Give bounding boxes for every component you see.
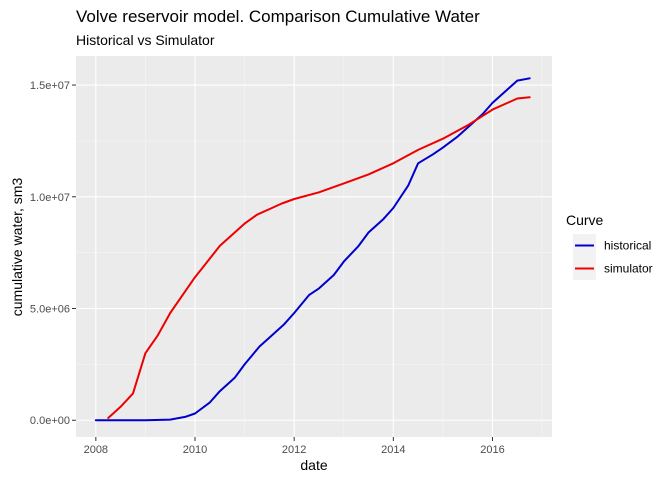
chart-subtitle: Historical vs Simulator: [76, 32, 215, 48]
y-tick-label: 1.0e+07: [30, 192, 70, 204]
y-tick-label: 5.0e+06: [30, 304, 70, 316]
y-tick-label: 0.0e+00: [30, 415, 70, 427]
legend-label-historical: historical: [604, 239, 651, 253]
plot-panel: [76, 56, 552, 437]
series-line-simulator: [107, 96, 531, 419]
x-axis-label: date: [300, 457, 327, 473]
x-tick-label: 2014: [381, 444, 405, 456]
chart-title: Volve reservoir model. Comparison Cumula…: [76, 7, 480, 26]
x-axis: 2008 2010 2012 2014 2016: [84, 437, 505, 456]
x-tick-label: 2010: [183, 444, 207, 456]
y-axis-label: cumulative water, sm3: [9, 178, 25, 317]
legend-title: Curve: [566, 212, 604, 228]
x-tick-label: 2016: [480, 444, 504, 456]
legend-label-simulator: simulator: [604, 262, 653, 276]
x-tick-label: 2012: [282, 444, 306, 456]
grid-minor: [76, 56, 552, 437]
legend: Curve historical simulator: [566, 212, 653, 280]
y-axis: 0.0e+00 5.0e+06 1.0e+07 1.5e+07: [30, 80, 76, 427]
series-layer: [94, 77, 531, 422]
x-tick-label: 2008: [84, 444, 108, 456]
y-tick-label: 1.5e+07: [30, 80, 70, 92]
series-line-historical: [94, 77, 531, 422]
